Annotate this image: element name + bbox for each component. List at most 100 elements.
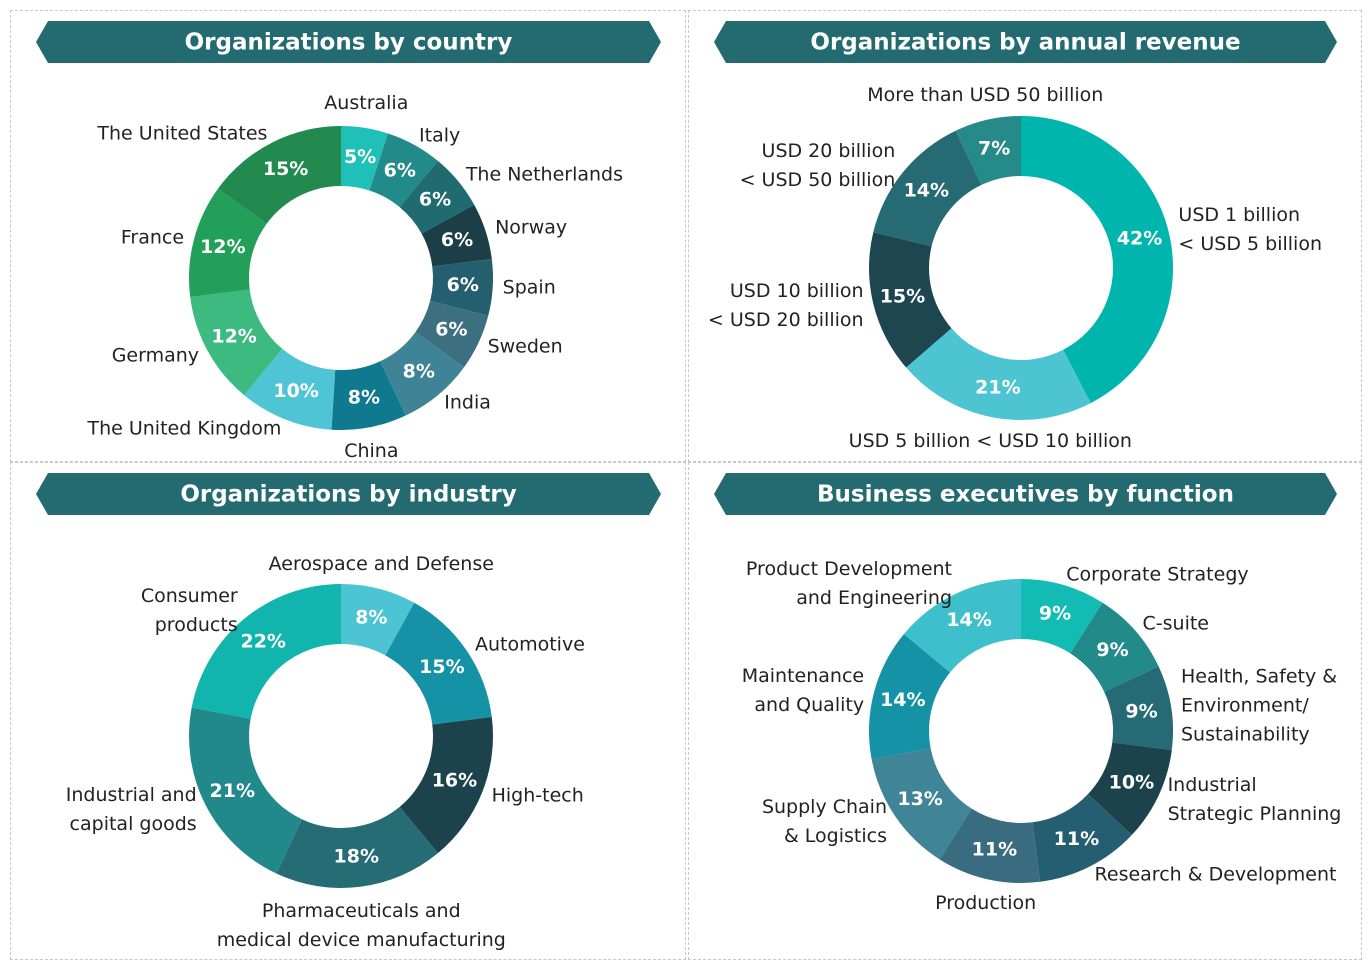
donut-segment [331,361,406,430]
percent-label: 6% [384,160,416,182]
donut-segment [1021,579,1103,654]
title-banner [36,473,661,515]
percent-label: 10% [1109,771,1154,793]
category-label: C-suite [1142,612,1209,635]
donut-segment [869,634,951,760]
donut-segment [399,160,475,234]
donut-segment [1021,116,1173,404]
percent-label: 6% [435,318,467,340]
donut-segment [873,130,982,247]
percent-label: 11% [972,839,1017,861]
percent-label: 14% [880,689,925,711]
category-label: The United States [97,122,268,145]
donut-segment [276,806,438,888]
percent-label: 6% [441,229,473,251]
category-label: China [344,440,399,463]
category-label: Norway [495,216,568,239]
category-label: Consumer products [140,585,238,637]
donut-segment [1070,602,1159,692]
chart-panel: Organizations by country 5% 6% 6% 6% 6% 6% 8% 8%… [10,10,686,462]
donut-segment [871,748,972,860]
title-banner [36,21,661,63]
donut-segment [906,328,1091,420]
percent-label: 16% [432,769,477,791]
donut-segment [190,289,283,396]
category-label: France [120,226,185,249]
donut-segment [430,258,493,316]
category-label: India [444,391,491,414]
category-label: The Netherlands [465,163,624,186]
donut-segment [380,332,464,416]
donut-segment [189,188,267,298]
donut-segment [244,348,336,430]
category-label: More than USD 50 billion [867,83,1104,106]
donut-segment [415,300,489,368]
category-label: Automotive [474,633,585,656]
category-label: USD 20 billion < USD 50 billion [739,139,896,191]
percent-label: 18% [334,846,379,868]
percent-label: 10% [273,380,318,402]
donut-segment [385,602,492,725]
percent-label: 6% [447,274,479,296]
donut-segment [191,584,341,719]
percent-label: 9% [1096,639,1128,661]
category-label: Production [935,892,1037,915]
category-label: USD 10 billion < USD 20 billion [707,280,864,332]
category-label: Sweden [487,335,563,358]
category-label: Germany [111,344,200,367]
donut-segment [369,133,438,208]
percent-label: 21% [975,376,1020,398]
donut-segment [939,808,1041,883]
chart: Organizations by country5%6%6%6%6%6%8%8%… [36,21,661,430]
category-label: Italy [419,124,461,147]
donut-segment [1104,666,1173,751]
percent-label: 5% [344,146,376,168]
chart-panel: Business executives by function 9% 9% 9% 10%… [688,462,1362,960]
category-label: Spain [502,276,556,299]
title-banner [714,21,1337,63]
chart-panel: Organizations by annual revenue 42% 21% 15%… [688,10,1362,462]
percent-label: 9% [1125,700,1157,722]
donut-segment [341,126,388,191]
percent-label: 11% [1054,828,1099,850]
category-label: Supply Chain & Logistics [761,796,887,848]
donut-segment [421,204,492,267]
chart-title: Organizations by annual revenue [810,30,1240,56]
percent-label: 42% [1117,228,1162,250]
category-label: Corporate Strategy [1066,563,1249,586]
chart: Business executives by function 9% 9% 9% 10%… [714,473,1337,883]
percent-label: 6% [419,189,451,211]
category-label: USD 5 billion < USD 10 billion [848,430,1132,453]
category-label: Australia [324,91,409,114]
donut-segment [1032,793,1132,882]
percent-label: 21% [210,780,255,802]
percent-label: 14% [946,609,991,631]
percent-label: 14% [904,180,949,202]
donut-segment [869,232,952,368]
percent-label: 22% [240,630,285,652]
category-label: USD 1 billion < USD 5 billion [1178,203,1322,255]
percent-label: 15% [419,656,464,678]
category-label: Research & Development [1094,863,1337,886]
percent-label: 13% [897,788,942,810]
category-label: Health, Safety & Environment/ Sustainabi… [1181,665,1338,746]
percent-label: 7% [978,137,1010,159]
chart-panel: Organizations by industry 8% 15% 16% 18% 21% 2… [10,462,686,960]
category-label: Industrial Strategic Planning [1167,773,1342,825]
donut-segment [903,579,1021,673]
category-label: Maintenance and Quality [741,664,865,716]
donut-segment [341,584,415,656]
percent-label: 9% [1039,602,1071,624]
category-label: Aerospace and Defense [268,553,494,576]
chart-title: Organizations by country [185,30,513,56]
chart-title: Business executives by function [817,482,1234,508]
percent-label: 8% [403,361,435,383]
percent-label: 8% [348,386,380,408]
percent-label: 12% [211,325,256,347]
category-label: The United Kingdom [87,417,282,440]
percent-label: 15% [880,285,925,307]
category-label: Product Development and Engineering [745,558,953,610]
chart: Organizations by industry 8% 15% 16% 18% 21% 2… [36,473,661,888]
category-label: High-tech [491,784,584,807]
